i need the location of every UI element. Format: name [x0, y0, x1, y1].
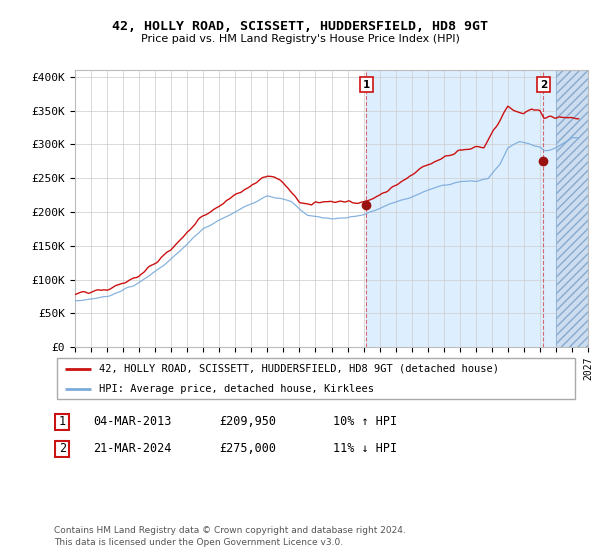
Text: 11% ↓ HPI: 11% ↓ HPI [333, 442, 397, 455]
FancyBboxPatch shape [55, 441, 70, 456]
Text: 42, HOLLY ROAD, SCISSETT, HUDDERSFIELD, HD8 9GT (detached house): 42, HOLLY ROAD, SCISSETT, HUDDERSFIELD, … [98, 364, 499, 374]
Text: 42, HOLLY ROAD, SCISSETT, HUDDERSFIELD, HD8 9GT: 42, HOLLY ROAD, SCISSETT, HUDDERSFIELD, … [112, 20, 488, 32]
Text: Price paid vs. HM Land Registry's House Price Index (HPI): Price paid vs. HM Land Registry's House … [140, 34, 460, 44]
Text: 2: 2 [59, 442, 66, 455]
Text: 04-MAR-2013: 04-MAR-2013 [93, 415, 172, 428]
Text: 2: 2 [539, 80, 547, 90]
Text: HPI: Average price, detached house, Kirklees: HPI: Average price, detached house, Kirk… [98, 385, 374, 394]
Text: Contains HM Land Registry data © Crown copyright and database right 2024.
This d: Contains HM Land Registry data © Crown c… [54, 526, 406, 547]
FancyBboxPatch shape [56, 358, 575, 399]
FancyBboxPatch shape [55, 414, 70, 430]
Bar [556, 70, 588, 347]
Bar [366, 70, 580, 347]
Text: 1: 1 [59, 415, 66, 428]
Text: £209,950: £209,950 [219, 415, 276, 428]
Text: 21-MAR-2024: 21-MAR-2024 [93, 442, 172, 455]
Text: £275,000: £275,000 [219, 442, 276, 455]
Text: 10% ↑ HPI: 10% ↑ HPI [333, 415, 397, 428]
Text: 1: 1 [362, 80, 370, 90]
Bar [556, 70, 588, 347]
